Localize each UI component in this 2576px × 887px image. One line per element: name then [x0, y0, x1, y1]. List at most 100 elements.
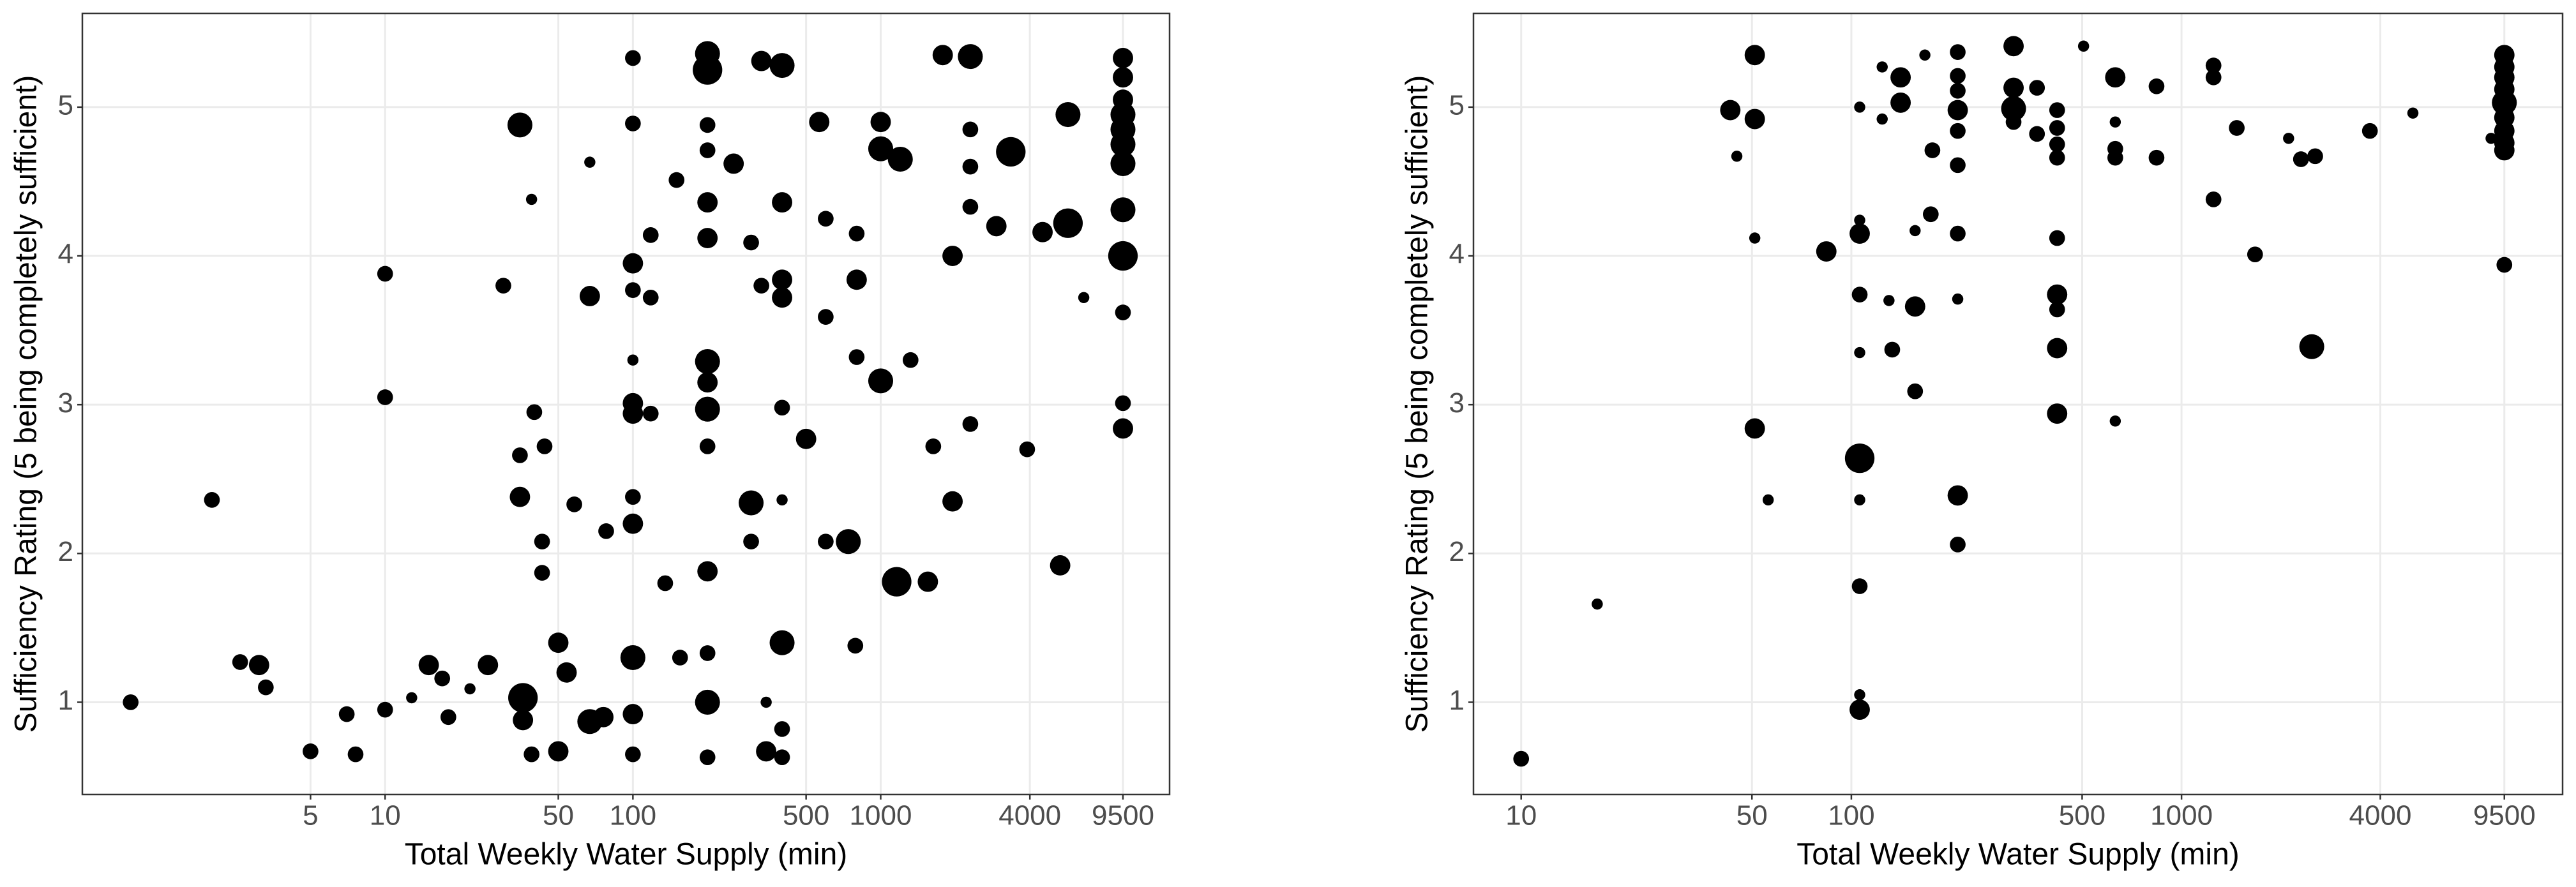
- point: [2494, 140, 2515, 161]
- y-tick-label: 5: [58, 90, 73, 121]
- point: [695, 349, 720, 375]
- point: [942, 491, 963, 512]
- point: [2049, 149, 2065, 166]
- point: [434, 670, 451, 687]
- point: [123, 694, 139, 710]
- point: [1053, 208, 1083, 238]
- point: [962, 158, 979, 175]
- point: [868, 136, 894, 161]
- point: [1113, 418, 1133, 439]
- point: [2299, 334, 2324, 359]
- point: [751, 50, 772, 71]
- point: [1950, 123, 1966, 139]
- point: [836, 529, 861, 555]
- point: [693, 55, 723, 85]
- point: [204, 492, 220, 508]
- point: [1876, 113, 1888, 125]
- point: [2485, 133, 2497, 144]
- point: [2205, 69, 2222, 86]
- point: [962, 121, 979, 138]
- point: [1950, 536, 1966, 553]
- point: [1762, 494, 1774, 506]
- point: [1909, 225, 1921, 237]
- point: [1113, 48, 1133, 68]
- point: [1731, 151, 1743, 162]
- point: [377, 701, 393, 718]
- point: [579, 286, 600, 306]
- point: [2049, 301, 2065, 318]
- point: [1115, 304, 1131, 320]
- point: [1078, 292, 1090, 304]
- point: [1744, 418, 1765, 439]
- x-tick-label: 1000: [850, 800, 912, 831]
- point: [743, 234, 759, 251]
- point: [566, 496, 582, 512]
- x-tick-label: 500: [783, 800, 829, 831]
- point: [739, 490, 764, 516]
- point: [523, 746, 539, 763]
- point: [699, 645, 716, 661]
- point: [1922, 206, 1939, 223]
- point: [2148, 78, 2165, 94]
- point: [642, 405, 659, 422]
- y-tick-label: 5: [1449, 90, 1465, 121]
- point: [760, 696, 772, 708]
- point: [2029, 80, 2045, 96]
- point: [925, 438, 942, 454]
- point: [622, 403, 644, 424]
- point: [526, 404, 543, 421]
- point: [2029, 126, 2045, 142]
- point: [2049, 136, 2065, 153]
- point: [699, 117, 716, 133]
- point: [1907, 383, 1924, 399]
- point: [818, 309, 834, 325]
- point: [248, 655, 269, 676]
- panel-border: [81, 12, 1171, 796]
- point: [495, 278, 511, 294]
- point: [625, 489, 641, 505]
- point: [377, 389, 393, 405]
- point: [507, 112, 532, 138]
- point: [303, 743, 319, 759]
- point: [1919, 49, 1931, 61]
- point: [627, 354, 639, 366]
- point: [1854, 347, 1865, 359]
- panel-border: [1472, 12, 2564, 796]
- point: [525, 193, 538, 205]
- point: [2492, 90, 2517, 116]
- point: [2407, 107, 2419, 119]
- point: [1854, 101, 1865, 113]
- point: [942, 246, 963, 266]
- point: [548, 632, 569, 653]
- point: [986, 216, 1007, 237]
- point: [2109, 116, 2121, 128]
- point: [962, 416, 979, 432]
- point: [772, 287, 792, 308]
- point: [932, 45, 953, 66]
- point: [697, 228, 718, 248]
- point: [699, 438, 716, 454]
- point: [818, 533, 834, 549]
- panel: 10 50 100 500 1000 4000 9500 1 2 3 4 5 Total Weekly …: [1401, 12, 2564, 872]
- point: [625, 282, 641, 298]
- point: [1849, 699, 1870, 720]
- point: [699, 749, 716, 766]
- point: [513, 710, 534, 731]
- x-tick-label: 50: [543, 800, 574, 831]
- point: [868, 368, 894, 394]
- y-axis-title: Sufficiency Rating (5 being completely s…: [1401, 75, 1435, 733]
- x-axis-title: Total Weekly Water Supply (min): [405, 838, 848, 872]
- y-tick-label: 2: [58, 536, 73, 567]
- point: [1050, 555, 1071, 576]
- point: [772, 269, 792, 290]
- point: [1849, 223, 1870, 244]
- point: [723, 153, 744, 174]
- point: [870, 112, 891, 133]
- point: [887, 146, 913, 172]
- point: [2361, 123, 2378, 139]
- point: [642, 289, 659, 306]
- point: [1950, 225, 1966, 242]
- y-tick-label: 4: [1449, 239, 1465, 270]
- point: [406, 692, 418, 704]
- point: [743, 533, 759, 549]
